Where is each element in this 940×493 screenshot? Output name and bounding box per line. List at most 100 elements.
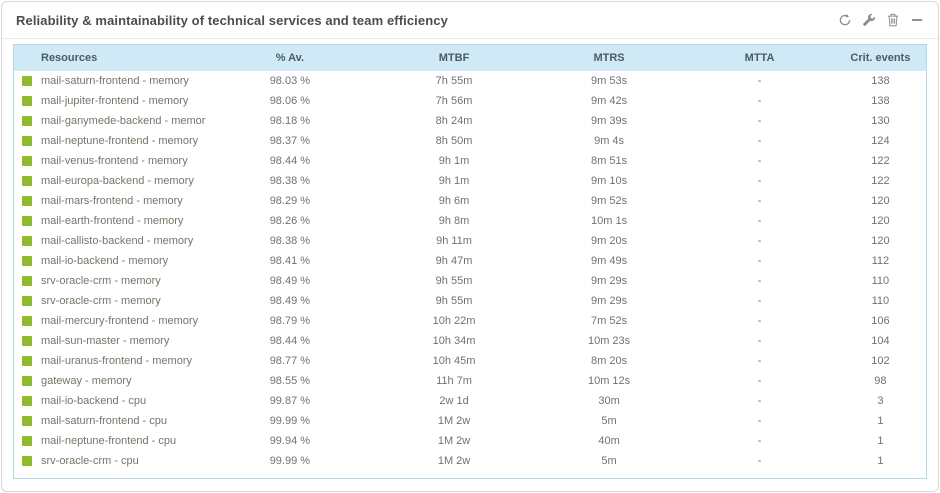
mtrs-cell: 9m 10s <box>591 175 628 187</box>
status-ok-icon <box>22 336 32 346</box>
status-ok-icon <box>22 116 32 126</box>
column-header-mtrs[interactable]: MTRS <box>533 45 685 71</box>
resource-name[interactable]: mail-saturn-frontend - memory <box>41 75 189 87</box>
table-row[interactable]: mail-mars-frontend - memory 98.29 % 9h 6… <box>14 191 926 211</box>
resource-name[interactable]: mail-europa-backend - memory <box>41 175 194 187</box>
mtbf-cell: 1M 2w <box>437 415 471 427</box>
mtta-cell: - <box>757 395 762 407</box>
column-header-resources[interactable]: Resources <box>14 45 206 71</box>
column-header-crit-events[interactable]: Crit. events <box>834 45 926 71</box>
table-row[interactable]: mail-io-backend - memory 98.41 % 9h 47m … <box>14 251 926 271</box>
mtrs-cell: 10m 1s <box>591 215 628 227</box>
table-row[interactable]: mail-callisto-backend - memory 98.38 % 9… <box>14 231 926 251</box>
mtta-cell: - <box>757 95 762 107</box>
mtrs-cell: 10m 23s <box>587 335 631 347</box>
resource-name[interactable]: gateway - memory <box>41 375 132 387</box>
table-row[interactable]: srv-oracle-crm - memory 98.49 % 9h 55m 9… <box>14 271 926 291</box>
mtrs-cell: 9m 39s <box>591 115 628 127</box>
table-row[interactable]: srv-oracle-crm - memory 98.49 % 9h 55m 9… <box>14 291 926 311</box>
resource-name[interactable]: mail-uranus-frontend - memory <box>41 355 192 367</box>
resource-name[interactable]: mail-io-backend - memory <box>41 255 169 267</box>
table-row[interactable]: mail-venus-frontend - memory 98.44 % 9h … <box>14 151 926 171</box>
mtrs-cell: 9m 52s <box>591 195 628 207</box>
table-row[interactable]: mail-europa-backend - memory 98.38 % 9h … <box>14 171 926 191</box>
mtrs-cell: 5m <box>601 455 617 467</box>
crit-events-cell: 120 <box>871 195 890 207</box>
table-row[interactable]: mail-earth-frontend - memory 98.26 % 9h … <box>14 211 926 231</box>
resource-name[interactable]: mail-venus-frontend - memory <box>41 155 188 167</box>
resource-name[interactable]: mail-mars-frontend - memory <box>41 195 183 207</box>
table-row[interactable]: mail-saturn-frontend - memory 98.03 % 7h… <box>14 71 926 91</box>
table-row[interactable]: mail-neptune-frontend - cpu 99.94 % 1M 2… <box>14 431 926 451</box>
mtbf-cell: 11h 7m <box>436 375 472 387</box>
column-header-mtbf[interactable]: MTBF <box>374 45 534 71</box>
status-ok-icon <box>22 136 32 146</box>
availability-cell: 98.29 % <box>269 195 311 207</box>
table-row[interactable]: mail-sun-master - memory 98.44 % 10h 34m… <box>14 331 926 351</box>
crit-events-cell: 138 <box>871 95 890 107</box>
resource-name[interactable]: srv-oracle-crm - cpu <box>41 455 139 467</box>
mtta-cell: - <box>757 415 762 427</box>
resource-name[interactable]: mail-io-backend - cpu <box>41 395 147 407</box>
resource-cell: srv-oracle-crm - memory <box>14 291 206 311</box>
trash-icon[interactable] <box>885 13 900 28</box>
resource-cell: mail-io-backend - memory <box>14 251 206 271</box>
wrench-icon[interactable] <box>861 13 876 28</box>
table-row[interactable]: mail-ganymede-backend - memory 98.18 % 8… <box>14 111 926 131</box>
mtta-cell: - <box>757 155 762 167</box>
table-row[interactable]: srv-oracle-crm - cpu 99.99 % 1M 2w 5m - … <box>14 451 926 471</box>
mtta-cell: - <box>757 135 762 147</box>
table-row[interactable]: mail-mercury-frontend - memory 98.79 % 1… <box>14 311 926 331</box>
minus-icon[interactable] <box>909 13 924 28</box>
mtrs-cell: 9m 29s <box>591 275 628 287</box>
resource-name[interactable]: mail-neptune-frontend - cpu <box>41 435 177 447</box>
mtta-cell: - <box>757 275 762 287</box>
mtbf-cell: 8h 50m <box>435 135 473 147</box>
resource-name[interactable]: srv-oracle-crm - memory <box>41 295 161 307</box>
status-ok-icon <box>22 396 32 406</box>
table-row[interactable]: gateway - memory 98.55 % 11h 7m 10m 12s … <box>14 371 926 391</box>
mtbf-cell: 9h 1m <box>438 175 470 187</box>
resource-name[interactable]: mail-mercury-frontend - memory <box>41 315 199 327</box>
crit-events-cell: 1 <box>877 415 884 427</box>
availability-cell: 99.94 % <box>269 435 311 447</box>
resource-cell: mail-europa-backend - memory <box>14 171 206 191</box>
table-row[interactable]: mail-io-backend - cpu 99.87 % 2w 1d 30m … <box>14 391 926 411</box>
mtta-cell: - <box>757 75 762 87</box>
resource-name[interactable]: mail-ganymede-backend - memory <box>41 115 206 127</box>
table-row[interactable]: mail-uranus-frontend - memory 98.77 % 10… <box>14 351 926 371</box>
table-row[interactable]: mail-neptune-frontend - memory 98.37 % 8… <box>14 131 926 151</box>
column-header-availability[interactable]: % Av. <box>205 45 375 71</box>
availability-cell: 98.77 % <box>269 355 311 367</box>
resource-name[interactable]: mail-sun-master - memory <box>41 335 170 347</box>
mtta-cell: - <box>757 295 762 307</box>
table-row[interactable]: mail-jupiter-frontend - memory 98.06 % 7… <box>14 91 926 111</box>
resource-name[interactable]: mail-callisto-backend - memory <box>41 235 194 247</box>
mtrs-cell: 9m 20s <box>591 235 628 247</box>
availability-cell: 98.18 % <box>269 115 311 127</box>
crit-events-cell: 102 <box>871 355 890 367</box>
column-header-mtta[interactable]: MTTA <box>684 45 835 71</box>
resource-name[interactable]: mail-saturn-frontend - cpu <box>41 415 167 427</box>
resource-cell: mail-sun-master - memory <box>14 331 206 351</box>
resource-name[interactable]: mail-earth-frontend - memory <box>41 215 184 227</box>
mtta-cell: - <box>757 375 762 387</box>
status-ok-icon <box>22 216 32 226</box>
mtta-cell: - <box>757 235 762 247</box>
availability-cell: 99.99 % <box>269 415 311 427</box>
resource-name[interactable]: mail-jupiter-frontend - memory <box>41 95 189 107</box>
mtrs-cell: 10m 12s <box>587 375 631 387</box>
resource-cell: mail-ganymede-backend - memory <box>14 111 206 131</box>
resource-name[interactable]: mail-neptune-frontend - memory <box>41 135 199 147</box>
mtbf-cell: 2w 1d <box>439 395 469 407</box>
table-row[interactable]: mail-saturn-frontend - cpu 99.99 % 1M 2w… <box>14 411 926 431</box>
status-ok-icon <box>22 356 32 366</box>
crit-events-cell: 110 <box>871 275 890 287</box>
crit-events-cell: 122 <box>871 175 890 187</box>
mtbf-cell: 10h 45m <box>432 355 476 367</box>
status-ok-icon <box>22 456 32 466</box>
refresh-icon[interactable] <box>837 13 852 28</box>
resource-name[interactable]: srv-oracle-crm - memory <box>41 275 161 287</box>
mtbf-cell: 1M 2w <box>437 435 471 447</box>
crit-events-cell: 122 <box>871 155 890 167</box>
